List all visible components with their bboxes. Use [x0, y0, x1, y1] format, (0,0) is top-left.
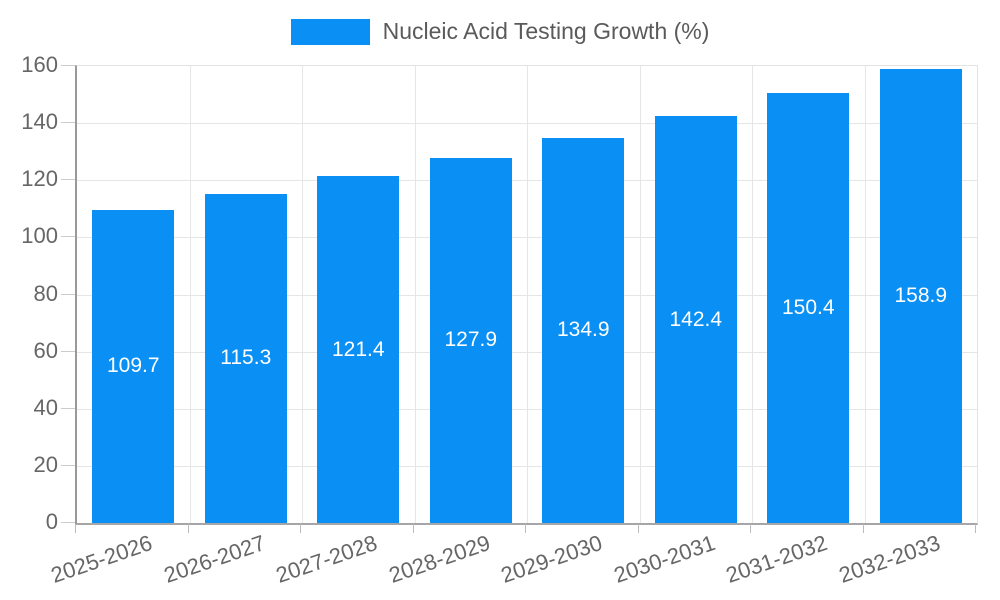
y-axis-tick-mark: [61, 179, 75, 181]
x-axis-tick-mark: [637, 524, 639, 533]
y-axis-tick-mark: [61, 293, 75, 295]
y-axis-tick-label: 20: [33, 451, 58, 477]
gridline-vertical: [639, 66, 641, 523]
gridline-vertical: [189, 66, 191, 523]
y-axis-tick-mark: [61, 236, 75, 238]
legend[interactable]: Nucleic Acid Testing Growth (%): [0, 18, 1000, 45]
bar-2028-2029[interactable]: 127.9: [429, 157, 512, 523]
y-axis-tick-mark: [61, 65, 75, 66]
y-axis-tick-label: 120: [21, 166, 58, 192]
bar-2026-2027[interactable]: 115.3: [204, 193, 287, 523]
x-axis-tick-mark: [750, 524, 751, 533]
y-axis-tick-label: 100: [21, 223, 58, 249]
bar-value-label: 134.9: [556, 318, 610, 342]
x-axis-tick-mark: [412, 524, 414, 533]
x-axis-tick-label: 2032-2033: [835, 530, 943, 588]
y-axis-tick-label: 160: [21, 52, 58, 77]
y-axis-tick-label: 60: [33, 337, 58, 363]
x-axis-tick-label: 2027-2028: [272, 530, 381, 588]
x-axis-tick-mark: [975, 524, 976, 533]
gridline-vertical: [527, 66, 528, 523]
x-axis-tick-label: 2029-2030: [497, 530, 606, 588]
bar-value-label: 158.9: [894, 284, 948, 308]
gridline-vertical: [864, 66, 866, 523]
y-axis-tick-mark: [61, 464, 75, 466]
x-axis-tick-label: 2031-2032: [722, 530, 831, 588]
y-axis-tick-label: 0: [45, 509, 58, 534]
x-axis-tick-mark: [187, 524, 189, 533]
y-axis-tick-label: 80: [33, 280, 58, 306]
y-axis-tick-mark: [61, 122, 75, 124]
bar-2029-2030[interactable]: 134.9: [542, 137, 625, 523]
x-axis-tick-mark: [525, 524, 526, 533]
bar-value-label: 121.4: [331, 337, 385, 361]
bar-value-label: 115.3: [220, 346, 272, 370]
x-axis-tick-label: 2028-2029: [385, 530, 493, 588]
gridline-vertical: [302, 66, 303, 523]
x-axis-tick-mark: [300, 524, 301, 533]
legend-swatch-icon: [290, 18, 370, 45]
x-axis-tick-mark: [862, 524, 864, 533]
x-axis-tick-label: 2030-2031: [610, 530, 718, 588]
y-axis-tick-label: 140: [21, 109, 58, 135]
x-axis-tick-label: 2025-2026: [47, 530, 156, 588]
gridline-vertical: [752, 66, 753, 523]
bar-2027-2028[interactable]: 121.4: [317, 176, 400, 523]
bar-value-label: 142.4: [669, 307, 723, 331]
bar-2031-2032[interactable]: 150.4: [767, 93, 850, 523]
bar-2025-2026[interactable]: 109.7: [92, 209, 175, 523]
bar-2032-2033[interactable]: 158.9: [879, 69, 962, 523]
y-axis-tick-mark: [61, 407, 75, 409]
plot-area: 109.7 115.3 121.4 127.9 134.9 142.4 150.4 158.9: [75, 65, 978, 525]
y-axis-tick-mark: [61, 350, 75, 352]
x-axis-tick-label: 2026-2027: [160, 530, 268, 588]
y-axis-tick-mark: [61, 522, 75, 523]
gridline-vertical: [414, 66, 416, 523]
bar-value-label: 127.9: [444, 328, 498, 352]
y-axis-tick-label: 40: [33, 394, 58, 420]
bar-value-label: 150.4: [781, 296, 835, 320]
bar-2030-2031[interactable]: 142.4: [654, 116, 737, 523]
bar-value-label: 109.7: [106, 354, 160, 378]
x-axis-tick-mark: [75, 524, 76, 533]
legend-label: Nucleic Acid Testing Growth (%): [382, 18, 710, 44]
